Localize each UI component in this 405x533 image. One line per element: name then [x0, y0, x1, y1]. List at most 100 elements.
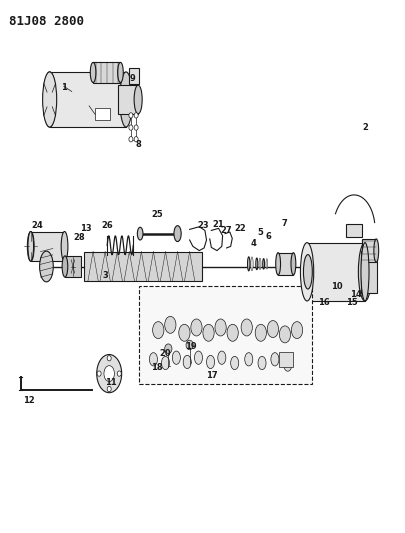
Circle shape — [117, 371, 121, 376]
Circle shape — [129, 125, 133, 130]
Ellipse shape — [227, 324, 238, 341]
Ellipse shape — [191, 319, 202, 336]
Text: 15: 15 — [346, 298, 358, 307]
Ellipse shape — [90, 62, 96, 83]
Text: 4: 4 — [251, 239, 257, 248]
Bar — [50, 72, 126, 127]
Text: 23: 23 — [198, 221, 209, 230]
Text: 19: 19 — [185, 342, 197, 351]
Circle shape — [134, 125, 138, 130]
Text: 81J08 2800: 81J08 2800 — [9, 14, 84, 28]
Circle shape — [134, 113, 138, 118]
Ellipse shape — [162, 357, 170, 369]
Text: 7: 7 — [281, 219, 287, 228]
Ellipse shape — [266, 259, 268, 269]
Ellipse shape — [174, 225, 181, 241]
Ellipse shape — [62, 256, 68, 277]
Ellipse shape — [279, 326, 290, 343]
Ellipse shape — [207, 356, 215, 368]
Text: 11: 11 — [105, 377, 117, 386]
Ellipse shape — [245, 353, 253, 366]
Circle shape — [186, 340, 193, 350]
Ellipse shape — [255, 324, 266, 341]
Bar — [278, 253, 293, 275]
Ellipse shape — [203, 324, 214, 341]
Ellipse shape — [374, 239, 379, 262]
Ellipse shape — [117, 62, 123, 83]
Ellipse shape — [61, 231, 68, 261]
Text: 22: 22 — [234, 224, 246, 233]
Ellipse shape — [251, 257, 253, 271]
Bar — [279, 352, 293, 367]
Ellipse shape — [301, 243, 314, 301]
Circle shape — [97, 371, 101, 376]
Text: 26: 26 — [101, 221, 113, 230]
Circle shape — [134, 136, 138, 142]
Bar — [307, 243, 365, 301]
Ellipse shape — [153, 321, 164, 338]
Bar — [93, 62, 120, 83]
Text: 27: 27 — [220, 226, 232, 235]
Circle shape — [129, 113, 133, 118]
Ellipse shape — [291, 253, 296, 275]
Circle shape — [107, 386, 111, 392]
Ellipse shape — [263, 259, 264, 269]
Ellipse shape — [165, 317, 176, 333]
Text: 28: 28 — [73, 233, 85, 242]
Ellipse shape — [179, 324, 190, 341]
Bar — [129, 68, 139, 84]
Text: 25: 25 — [151, 210, 163, 219]
Ellipse shape — [194, 351, 202, 365]
Ellipse shape — [104, 366, 115, 382]
Text: 5: 5 — [257, 228, 263, 237]
Ellipse shape — [28, 231, 34, 261]
Bar — [362, 239, 376, 262]
Text: 8: 8 — [135, 140, 141, 149]
Ellipse shape — [284, 358, 292, 371]
Ellipse shape — [256, 258, 258, 270]
Ellipse shape — [258, 357, 266, 369]
Ellipse shape — [259, 258, 261, 270]
Ellipse shape — [276, 253, 281, 275]
Text: 20: 20 — [160, 350, 171, 359]
Ellipse shape — [43, 72, 57, 127]
Ellipse shape — [28, 231, 34, 261]
Circle shape — [129, 136, 133, 142]
Ellipse shape — [120, 72, 132, 127]
Bar — [361, 251, 377, 293]
Ellipse shape — [149, 353, 158, 366]
Ellipse shape — [134, 85, 142, 114]
Bar — [65, 256, 81, 277]
Ellipse shape — [43, 72, 56, 127]
Ellipse shape — [267, 320, 279, 337]
Bar — [118, 85, 138, 114]
Text: 9: 9 — [129, 74, 135, 83]
Text: 18: 18 — [151, 363, 163, 372]
Text: 12: 12 — [23, 395, 34, 405]
Text: 10: 10 — [330, 282, 342, 291]
Circle shape — [165, 344, 172, 353]
Ellipse shape — [173, 351, 180, 365]
Ellipse shape — [361, 243, 369, 301]
Bar — [95, 109, 110, 120]
Text: 21: 21 — [212, 220, 224, 229]
Text: 14: 14 — [350, 289, 362, 298]
Text: 17: 17 — [206, 370, 217, 379]
Bar — [84, 252, 202, 281]
Ellipse shape — [358, 243, 372, 301]
Text: 2: 2 — [362, 123, 368, 132]
Ellipse shape — [218, 351, 226, 365]
Bar — [347, 224, 362, 237]
Ellipse shape — [291, 321, 303, 338]
Ellipse shape — [247, 257, 250, 271]
Text: 1: 1 — [61, 83, 67, 92]
Ellipse shape — [231, 357, 239, 369]
Bar — [139, 286, 312, 384]
Ellipse shape — [183, 356, 191, 368]
Text: 3: 3 — [102, 271, 108, 280]
Text: 13: 13 — [80, 224, 92, 233]
Ellipse shape — [137, 227, 143, 240]
Text: 16: 16 — [318, 298, 330, 307]
Ellipse shape — [97, 354, 122, 393]
Ellipse shape — [271, 353, 279, 366]
